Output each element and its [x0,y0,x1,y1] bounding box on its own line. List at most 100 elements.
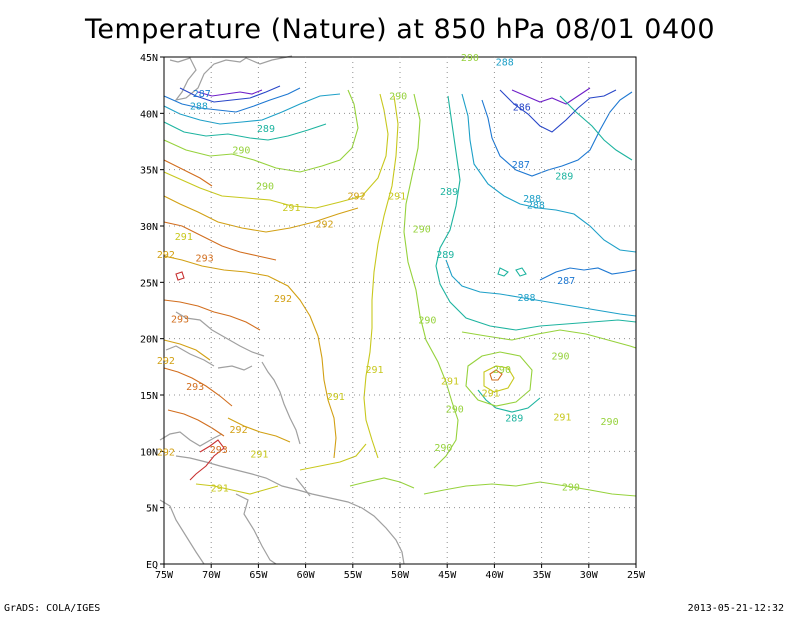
contour-label-289: 289 [257,124,275,135]
contour-292 [227,417,291,443]
contour-label-290: 290 [256,181,274,192]
lon-tick-label: 70W [202,570,221,581]
contour-289 [515,267,527,277]
contour-label-290: 290 [434,443,452,454]
contour-label-289: 289 [555,171,573,182]
coastlines [159,55,405,565]
contour-label-287: 287 [193,89,211,100]
contour-label-291: 291 [388,192,406,203]
contour-label-290: 290 [493,365,511,376]
contour-label-290: 290 [389,91,407,102]
contour-293 [163,221,277,261]
contour-label-291: 291 [365,365,383,376]
contour-label-289: 289 [440,187,458,198]
lat-tick-label: EQ [146,560,158,571]
contour-285 [511,87,591,105]
contour-label-291: 291 [211,483,229,494]
contour-291 [195,483,279,495]
contour-label-291: 291 [282,203,300,214]
contour-288 [445,259,637,317]
contour-291 [363,95,399,459]
contour-label-290: 290 [461,53,479,64]
lat-tick-label: 45N [140,53,158,64]
contour-label-291: 291 [441,376,459,387]
contour-label-292: 292 [348,192,366,203]
footer-timestamp: 2013-05-21-12:32 [687,603,784,614]
contour-label-290: 290 [551,352,569,363]
contour-285 [197,89,263,97]
contour-label-290: 290 [418,316,436,327]
contour-292 [163,339,211,361]
lon-tick-label: 45W [438,570,457,581]
contour-label-292: 292 [315,220,333,231]
contour-label-292: 292 [157,356,175,367]
lat-tick-label: 10N [140,447,158,458]
contour-292 [163,195,359,233]
contour-label-292: 292 [230,425,248,436]
lon-tick-label: 50W [391,570,410,581]
contour-293 [163,367,233,407]
lat-tick-label: 40N [140,109,158,120]
lat-tick-label: 30N [140,222,158,233]
lon-tick-label: 65W [249,570,268,581]
contour-label-287: 287 [557,276,575,287]
contour-287 [163,87,301,113]
contour-label-288: 288 [527,201,545,212]
contour-label-293: 293 [186,382,204,393]
contour-label-290: 290 [232,145,250,156]
lat-tick-label: 20N [140,335,158,346]
contour-289 [477,389,541,413]
contour-lines [163,85,637,497]
contour-label-292: 292 [157,447,175,458]
contour-label-287: 287 [512,160,530,171]
contour-288 [461,93,637,253]
contour-label-290: 290 [446,405,464,416]
contour-label-293: 293 [171,314,189,325]
contour-289 [559,95,633,161]
contour-293 [163,159,213,187]
contour-label-286: 286 [513,103,531,114]
contour-label-293: 293 [196,254,214,265]
grid-lines [164,57,636,564]
contour-label-293: 293 [210,445,228,456]
contour-label-288: 288 [523,194,541,205]
lat-tick-label: 25N [140,278,158,289]
plot-title: Temperature (Nature) at 850 hPa 08/01 04… [84,14,716,45]
lat-tick-label: 35N [140,166,158,177]
contour-label-289: 289 [505,414,523,425]
contour-293 [167,409,225,437]
lat-tick-label: 5N [146,504,158,515]
contour-291 [299,443,367,471]
contour-292 [163,255,337,459]
lon-tick-label: 55W [344,570,363,581]
contour-294 [189,439,225,481]
contour-label-291: 291 [482,389,500,400]
contour-291 [163,93,389,209]
axis-ticks: 75W 70W 65W 60W 55W 50W 45W 40W 35W 30W 25W EQ 5N 10N… [140,53,646,581]
contour-288 [163,93,341,125]
contour-label-292: 292 [157,250,175,261]
contour-label-288: 288 [496,58,514,69]
lon-tick-label: 40W [485,570,504,581]
contour-label-288: 288 [517,293,535,304]
lat-tick-label: 15N [140,391,158,402]
contour-label-290: 290 [562,482,580,493]
contour-294 [175,271,185,281]
contour-290 [349,477,415,489]
contour-label-291: 291 [175,232,193,243]
contour-293 [489,369,503,381]
contour-label-291: 291 [250,450,268,461]
footer-credit: GrADS: COLA/IGES [4,603,101,614]
contour-label-292: 292 [274,294,292,305]
contour-291 [483,365,515,393]
contour-label-289: 289 [436,250,454,261]
contour-286 [179,85,281,103]
contour-label-288: 288 [190,101,208,112]
lon-tick-label: 60W [297,570,316,581]
lon-tick-label: 25W [627,570,646,581]
contour-label-291: 291 [553,412,571,423]
contour-290 [163,89,359,173]
contour-label-290: 290 [601,417,619,428]
